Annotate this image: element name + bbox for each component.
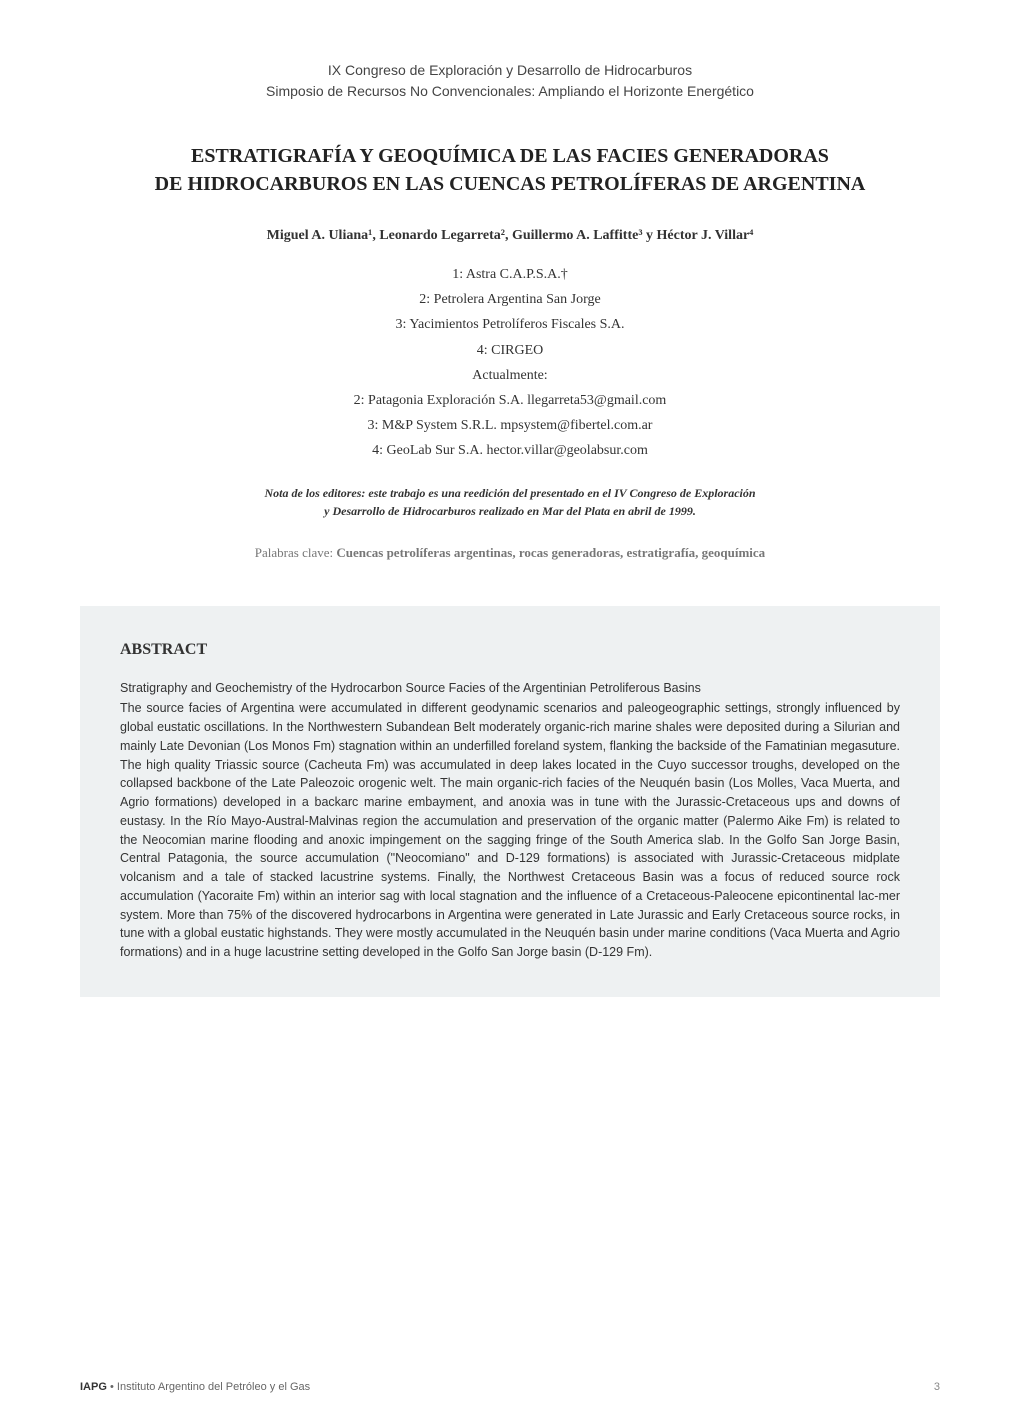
affiliation-4: 4: CIRGEO xyxy=(80,338,940,363)
current-label: Actualmente: xyxy=(80,363,940,388)
affiliation-1: 1: Astra C.A.P.S.A.† xyxy=(80,262,940,287)
abstract-subtitle: Stratigraphy and Geochemistry of the Hyd… xyxy=(120,679,900,698)
abstract-heading: ABSTRACT xyxy=(120,641,900,659)
footer-bullet: • xyxy=(110,1381,114,1393)
authors-list: Miguel A. Uliana¹, Leonardo Legarreta², … xyxy=(80,228,940,244)
abstract-body: The source facies of Argentina were accu… xyxy=(120,699,900,962)
page-number: 3 xyxy=(934,1381,940,1393)
editor-note-line-2: y Desarrollo de Hidrocarburos realizado … xyxy=(120,502,900,520)
title-line-2: DE HIDROCARBUROS EN LAS CUENCAS PETROLÍF… xyxy=(80,170,940,198)
keywords-line: Palabras clave: Cuencas petrolíferas arg… xyxy=(80,545,940,561)
affiliation-3: 3: Yacimientos Petrolíferos Fiscales S.A… xyxy=(80,312,940,337)
editor-note-line-1: Nota de los editores: este trabajo es un… xyxy=(120,484,900,502)
current-affiliation-4: 4: GeoLab Sur S.A. hector.villar@geolabs… xyxy=(80,438,940,463)
footer-org-abbr: IAPG xyxy=(80,1381,107,1393)
conference-line-2: Simposio de Recursos No Convencionales: … xyxy=(80,81,940,102)
keywords-text: Cuencas petrolíferas argentinas, rocas g… xyxy=(336,545,765,560)
conference-header: IX Congreso de Exploración y Desarrollo … xyxy=(80,60,940,102)
affiliations-block: 1: Astra C.A.P.S.A.† 2: Petrolera Argent… xyxy=(80,262,940,464)
conference-line-1: IX Congreso de Exploración y Desarrollo … xyxy=(80,60,940,81)
footer-org-name: Instituto Argentino del Petróleo y el Ga… xyxy=(117,1381,310,1393)
title-line-1: ESTRATIGRAFÍA Y GEOQUÍMICA DE LAS FACIES… xyxy=(80,142,940,170)
paper-title: ESTRATIGRAFÍA Y GEOQUÍMICA DE LAS FACIES… xyxy=(80,142,940,198)
footer-organization: IAPG • Instituto Argentino del Petróleo … xyxy=(80,1381,310,1393)
keywords-label: Palabras clave: xyxy=(255,545,337,560)
editor-note: Nota de los editores: este trabajo es un… xyxy=(80,484,940,520)
current-affiliation-3: 3: M&P System S.R.L. mpsystem@fibertel.c… xyxy=(80,413,940,438)
current-affiliation-2: 2: Patagonia Exploración S.A. llegarreta… xyxy=(80,388,940,413)
affiliation-2: 2: Petrolera Argentina San Jorge xyxy=(80,287,940,312)
abstract-section: ABSTRACT Stratigraphy and Geochemistry o… xyxy=(80,606,940,997)
page-footer: IAPG • Instituto Argentino del Petróleo … xyxy=(80,1381,940,1393)
